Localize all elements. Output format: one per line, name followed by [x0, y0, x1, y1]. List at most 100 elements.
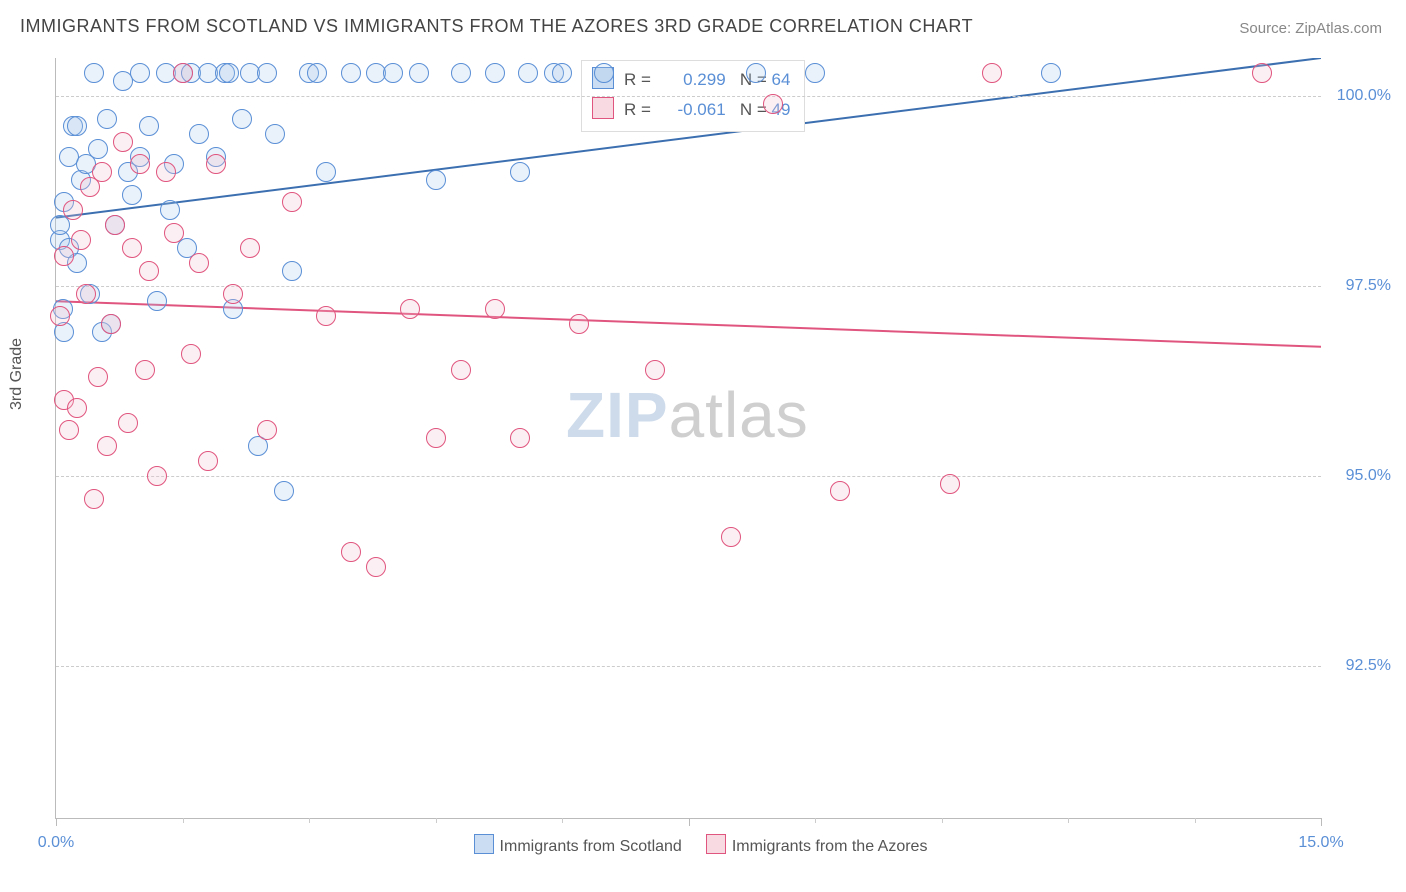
- scatter-point: [130, 63, 150, 83]
- x-tick-minor: [436, 818, 437, 823]
- scatter-point: [147, 466, 167, 486]
- y-tick-label: 97.5%: [1331, 277, 1391, 295]
- trend-line: [56, 301, 1321, 347]
- gridline-h: [56, 286, 1321, 287]
- x-tick-label: 0.0%: [38, 834, 74, 852]
- scatter-point: [451, 360, 471, 380]
- scatter-point: [67, 398, 87, 418]
- scatter-point: [97, 436, 117, 456]
- x-tick-major: [689, 818, 690, 826]
- scatter-point: [426, 428, 446, 448]
- scatter-point: [451, 63, 471, 83]
- scatter-point: [198, 451, 218, 471]
- x-tick-minor: [183, 818, 184, 823]
- scatter-point: [50, 306, 70, 326]
- scatter-point: [139, 261, 159, 281]
- scatter-point: [67, 116, 87, 136]
- x-tick-label: 15.0%: [1298, 834, 1343, 852]
- scatter-point: [173, 63, 193, 83]
- y-tick-label: 92.5%: [1331, 657, 1391, 675]
- legend-item: Immigrants from Scotland: [450, 838, 682, 855]
- gridline-h: [56, 96, 1321, 97]
- source-attribution: Source: ZipAtlas.com: [1239, 20, 1382, 37]
- scatter-point: [746, 63, 766, 83]
- scatter-point: [189, 124, 209, 144]
- scatter-point: [982, 63, 1002, 83]
- scatter-point: [223, 284, 243, 304]
- scatter-point: [63, 200, 83, 220]
- scatter-point: [71, 230, 91, 250]
- scatter-point: [383, 63, 403, 83]
- x-tick-minor: [309, 818, 310, 823]
- scatter-point: [84, 489, 104, 509]
- scatter-point: [282, 192, 302, 212]
- scatter-point: [1252, 63, 1272, 83]
- scatter-point: [257, 420, 277, 440]
- scatter-point: [594, 63, 614, 83]
- scatter-point: [232, 109, 252, 129]
- gridline-h: [56, 476, 1321, 477]
- legend-bottom: Immigrants from ScotlandImmigrants from …: [56, 834, 1321, 856]
- scatter-point: [59, 420, 79, 440]
- chart-title: IMMIGRANTS FROM SCOTLAND VS IMMIGRANTS F…: [20, 16, 973, 37]
- x-tick-minor: [1195, 818, 1196, 823]
- scatter-point: [122, 238, 142, 258]
- scatter-point: [645, 360, 665, 380]
- scatter-point: [139, 116, 159, 136]
- scatter-point: [88, 139, 108, 159]
- x-tick-minor: [562, 818, 563, 823]
- scatter-point: [763, 94, 783, 114]
- scatter-point: [135, 360, 155, 380]
- scatter-point: [510, 428, 530, 448]
- scatter-point: [569, 314, 589, 334]
- y-axis-label: 3rd Grade: [8, 338, 26, 410]
- scatter-point: [219, 63, 239, 83]
- scatter-point: [830, 481, 850, 501]
- scatter-point: [113, 132, 133, 152]
- scatter-point: [189, 253, 209, 273]
- scatter-point: [366, 557, 386, 577]
- scatter-point: [282, 261, 302, 281]
- y-tick-label: 95.0%: [1331, 467, 1391, 485]
- gridline-h: [56, 666, 1321, 667]
- scatter-point: [940, 474, 960, 494]
- scatter-point: [316, 306, 336, 326]
- scatter-point: [122, 185, 142, 205]
- scatter-point: [105, 215, 125, 235]
- scatter-point: [97, 109, 117, 129]
- stats-row: R = -0.061 N = 49: [592, 95, 790, 125]
- scatter-point: [409, 63, 429, 83]
- scatter-point: [88, 367, 108, 387]
- scatter-point: [130, 154, 150, 174]
- scatter-point: [485, 299, 505, 319]
- x-tick-minor: [1068, 818, 1069, 823]
- scatter-point: [721, 527, 741, 547]
- scatter-point: [54, 246, 74, 266]
- watermark: ZIPatlas: [566, 378, 809, 452]
- x-tick-major: [1321, 818, 1322, 826]
- scatter-point: [341, 63, 361, 83]
- scatter-point: [76, 284, 96, 304]
- x-tick-major: [56, 818, 57, 826]
- scatter-point: [101, 314, 121, 334]
- scatter-point: [240, 238, 260, 258]
- scatter-point: [552, 63, 572, 83]
- scatter-point: [206, 154, 226, 174]
- scatter-point: [84, 63, 104, 83]
- scatter-point: [156, 162, 176, 182]
- scatter-point: [805, 63, 825, 83]
- scatter-point: [1041, 63, 1061, 83]
- chart-container: IMMIGRANTS FROM SCOTLAND VS IMMIGRANTS F…: [0, 0, 1406, 892]
- legend-item: Immigrants from the Azores: [682, 838, 928, 855]
- plot-area: R = 0.299 N = 64R = -0.061 N = 49 Immigr…: [55, 58, 1321, 819]
- scatter-point: [316, 162, 336, 182]
- scatter-point: [265, 124, 285, 144]
- scatter-point: [147, 291, 167, 311]
- scatter-point: [426, 170, 446, 190]
- scatter-point: [118, 413, 138, 433]
- x-tick-minor: [815, 818, 816, 823]
- scatter-point: [518, 63, 538, 83]
- scatter-point: [181, 344, 201, 364]
- scatter-point: [485, 63, 505, 83]
- scatter-point: [341, 542, 361, 562]
